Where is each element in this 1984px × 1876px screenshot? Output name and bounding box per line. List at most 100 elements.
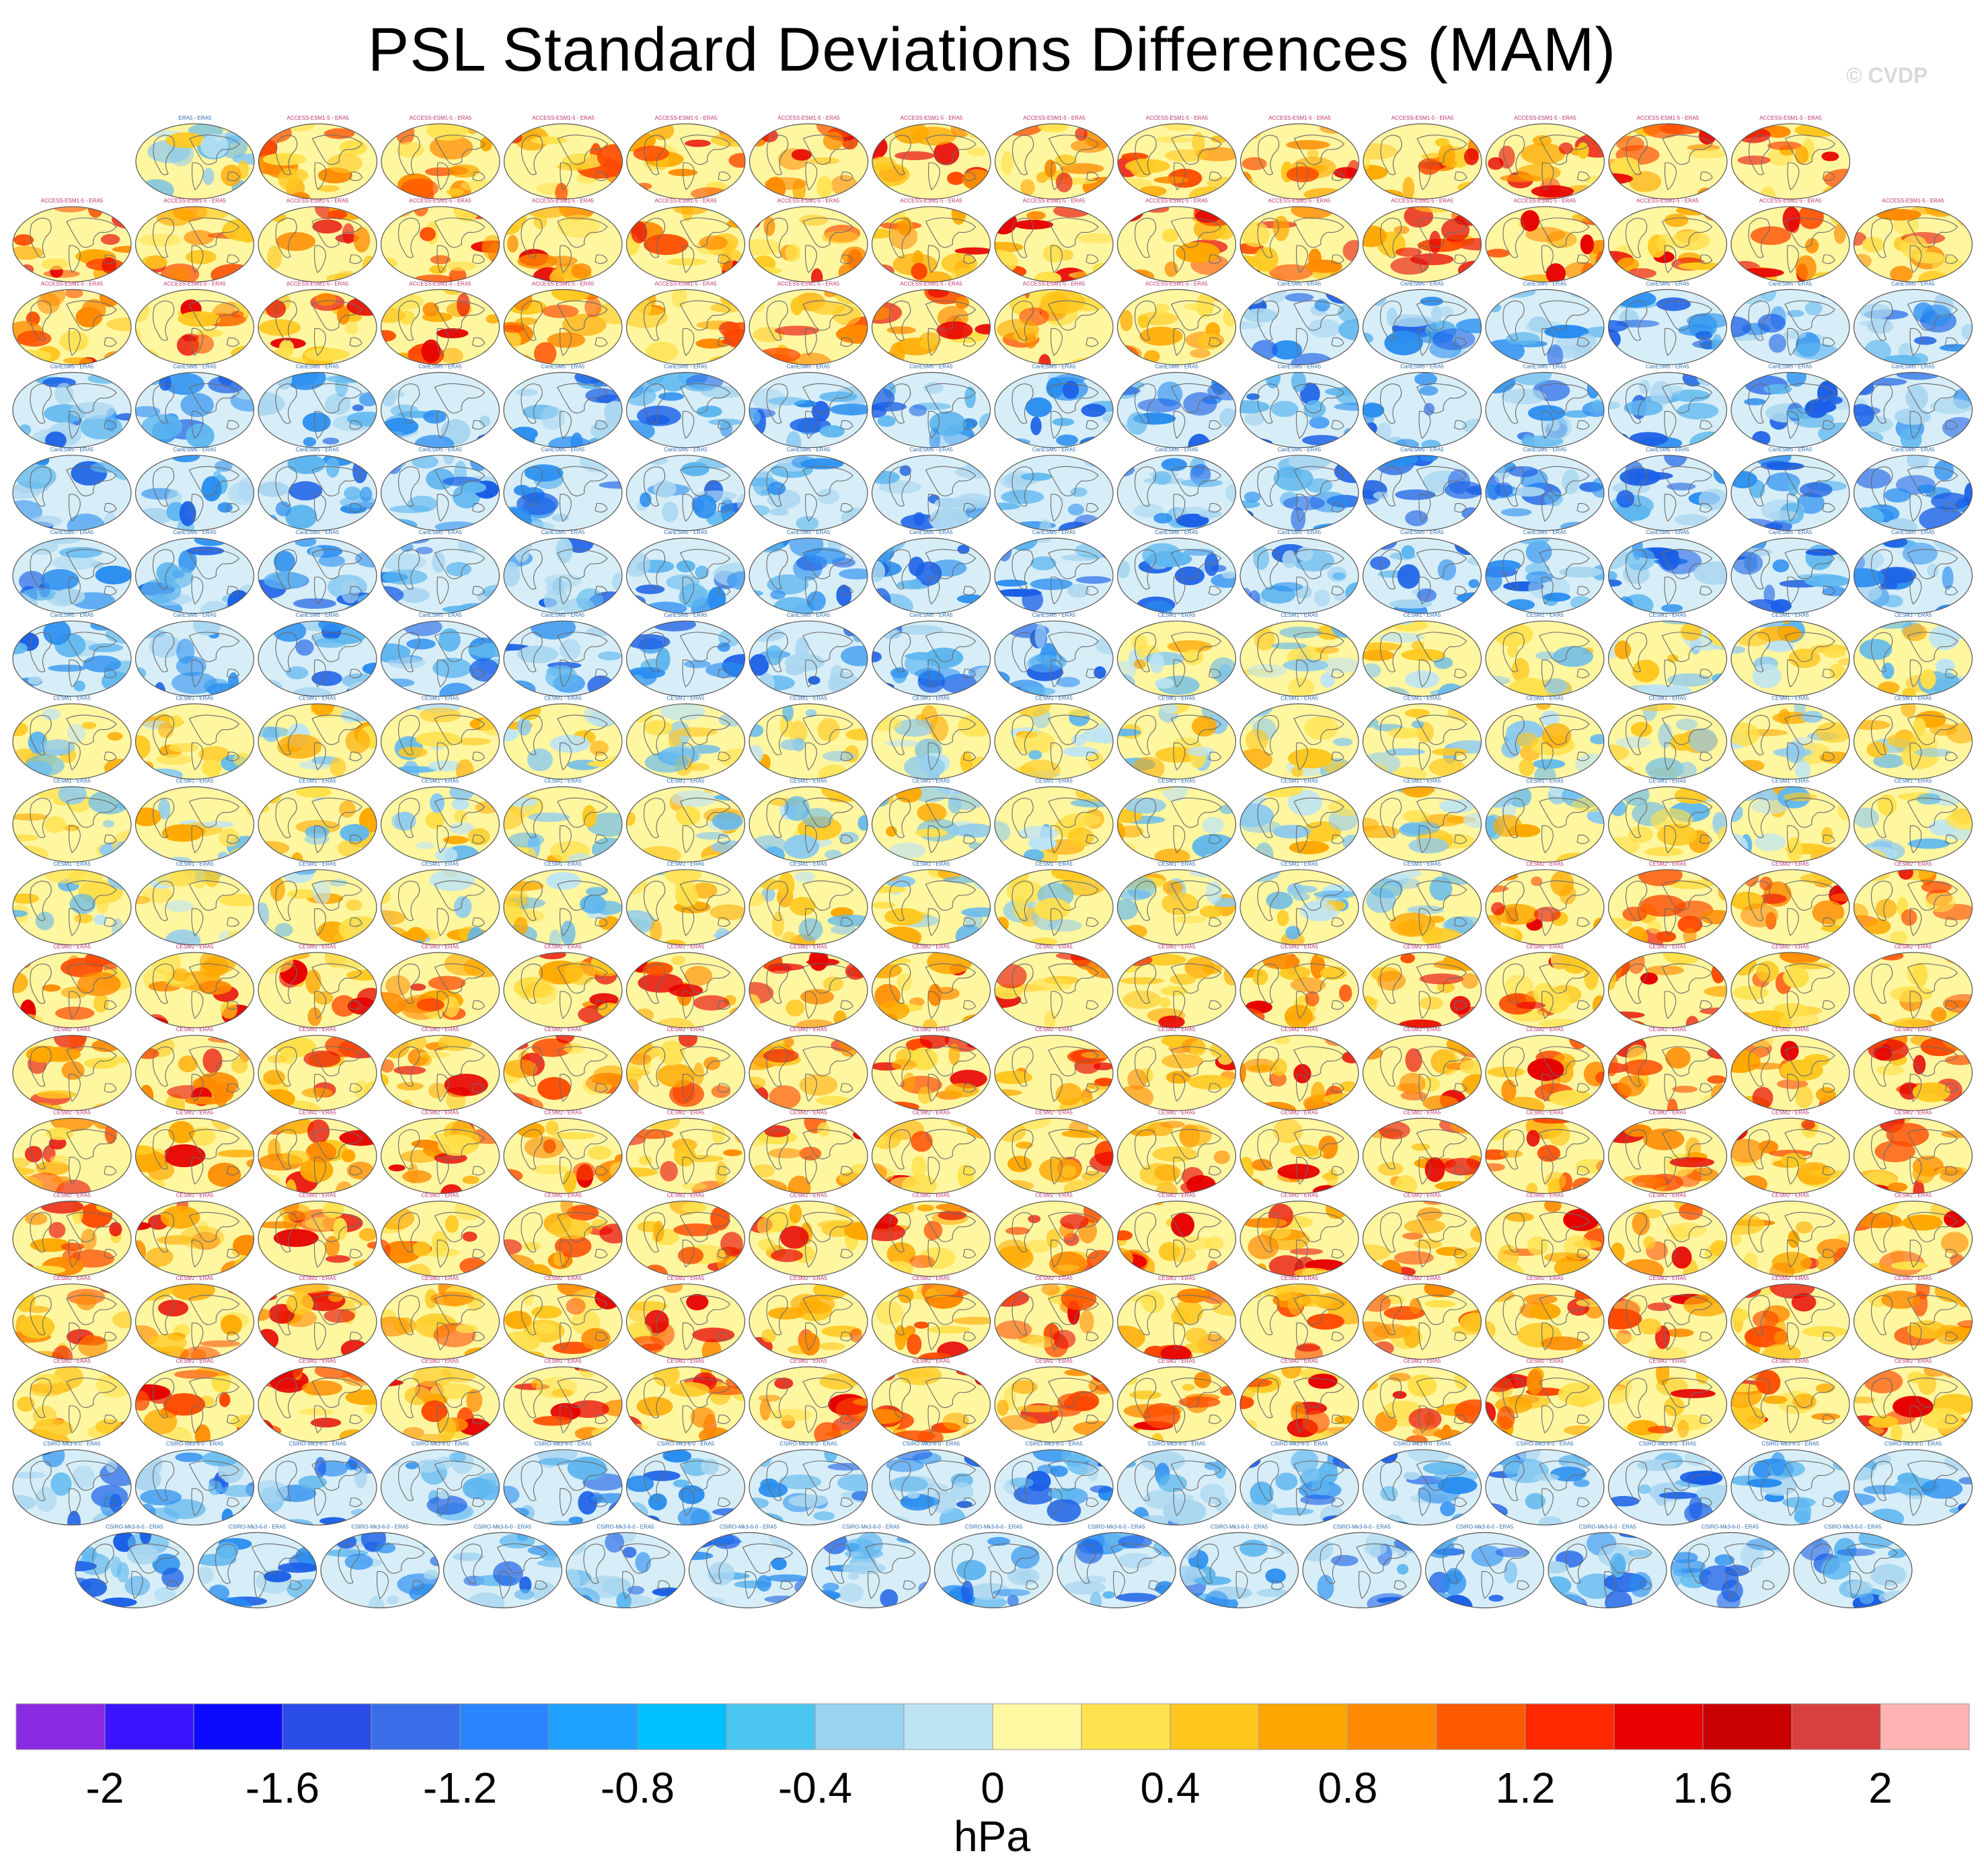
panel-caption: CanESM5 - ERA5 [1769, 447, 1813, 453]
map-panel: CESM2 - ERA5 [625, 1026, 746, 1111]
colorbar-swatch [1081, 1703, 1171, 1750]
map-panel: CanESM5 - ERA5 [135, 364, 255, 449]
panel-caption: CESM2 - ERA5 [176, 1026, 214, 1033]
map-panel: CESM2 - ERA5 [749, 944, 868, 1028]
panel-caption: CESM2 - ERA5 [422, 1109, 459, 1115]
panel-caption: ACCESS-ESM1-5 - ERA5 [1636, 198, 1699, 204]
map-panel: CanESM5 - ERA5 [1730, 280, 1850, 365]
map-panel: CanESM5 - ERA5 [1239, 280, 1359, 365]
map-panel: CESM2 - ERA5 [749, 1109, 868, 1195]
map-panel: CESM2 - ERA5 [258, 1275, 377, 1360]
panel-caption: CSIRO-Mk3-6-0 - ERA5 [1088, 1524, 1145, 1530]
map-panel: CESM2 - ERA5 [1730, 1358, 1850, 1443]
panel-caption: CSIRO-Mk3-6-0 - ERA5 [1333, 1524, 1391, 1530]
panel-caption: CSIRO-Mk3-6-0 - ERA5 [1761, 1441, 1819, 1447]
panel-caption: CESM1 - ERA5 [1404, 612, 1441, 618]
map-panel: ACCESS-ESM1-5 - ERA5 [1485, 198, 1605, 283]
panel-caption: CESM2 - ERA5 [1281, 1193, 1318, 1199]
panel-caption: CESM2 - ERA5 [1771, 944, 1809, 950]
colorbar-swatch [814, 1703, 905, 1750]
colorbar-swatch [459, 1703, 549, 1750]
panel-caption: CESM2 - ERA5 [1771, 1026, 1809, 1033]
map-panel: CESM1 - ERA5 [258, 861, 377, 946]
panel-caption: ACCESS-ESM1-5 - ERA5 [777, 115, 840, 121]
panel-caption: CanESM5 - ERA5 [541, 529, 585, 535]
colorbar-swatch [282, 1703, 372, 1750]
map-panel: CanESM5 - ERA5 [135, 529, 255, 614]
map-panel: CESM1 - ERA5 [871, 778, 991, 863]
map-panel: CSIRO-Mk3-6-0 - ERA5 [749, 1441, 868, 1526]
map-panel: CESM2 - ERA5 [871, 1193, 991, 1277]
map-panel: CESM1 - ERA5 [380, 778, 500, 863]
panel-caption: CESM2 - ERA5 [1158, 1109, 1196, 1115]
map-panel: CSIRO-Mk3-6-0 - ERA5 [625, 1441, 746, 1526]
colorbar-swatch [548, 1703, 638, 1750]
panel-caption: CESM2 - ERA5 [1771, 1358, 1809, 1364]
colorbar-swatch [1258, 1703, 1348, 1750]
map-panel: CSIRO-Mk3-6-0 - ERA5 [1730, 1441, 1850, 1526]
panel-caption: CESM2 - ERA5 [544, 1358, 582, 1364]
panel-caption: ACCESS-ESM1-5 - ERA5 [163, 198, 226, 204]
map-panel: CSIRO-Mk3-6-0 - ERA5 [1116, 1441, 1237, 1526]
colorbar-swatch [1170, 1703, 1260, 1750]
panel-caption: CESM2 - ERA5 [1404, 1193, 1441, 1199]
map-panel: CESM2 - ERA5 [1607, 1026, 1728, 1111]
map-panel: CESM2 - ERA5 [871, 1026, 991, 1111]
map-panel: ACCESS-ESM1-5 - ERA5 [626, 115, 746, 200]
map-panel: CESM1 - ERA5 [12, 778, 132, 863]
map-panel: ACCESS-ESM1-5 - ERA5 [380, 198, 500, 283]
panel-caption: CESM2 - ERA5 [667, 944, 705, 950]
panel-caption: CESM2 - ERA5 [53, 944, 91, 950]
map-panel: ACCESS-ESM1-5 - ERA5 [258, 198, 377, 283]
panel-caption: CESM2 - ERA5 [1649, 1109, 1687, 1115]
map-panel: CESM1 - ERA5 [380, 861, 500, 946]
map-panel: CanESM5 - ERA5 [871, 364, 991, 449]
panel-caption: CESM1 - ERA5 [1035, 695, 1073, 701]
panel-caption: CESM1 - ERA5 [1281, 861, 1318, 867]
panel-caption: ACCESS-ESM1-5 - ERA5 [41, 198, 104, 204]
map-panel: CESM2 - ERA5 [135, 1109, 255, 1195]
panel-caption: ACCESS-ESM1-5 - ERA5 [410, 115, 472, 121]
map-panel: CESM2 - ERA5 [258, 1193, 377, 1277]
map-panel: CanESM5 - ERA5 [994, 612, 1114, 697]
map-panel: CanESM5 - ERA5 [1239, 529, 1359, 614]
map-panel: CESM1 - ERA5 [1607, 695, 1728, 780]
panel-caption: CESM1 - ERA5 [544, 778, 582, 784]
panel-caption: CESM2 - ERA5 [176, 1193, 214, 1199]
map-panel: CESM2 - ERA5 [994, 1026, 1114, 1111]
map-panel: CESM2 - ERA5 [1853, 1109, 1973, 1195]
map-panel: CESM2 - ERA5 [1730, 861, 1850, 946]
panel-caption: CanESM5 - ERA5 [664, 447, 708, 453]
colorbar-tick-label: -1.6 [245, 1764, 319, 1812]
map-panel: CanESM5 - ERA5 [1730, 529, 1850, 614]
panel-caption: CESM1 - ERA5 [1895, 612, 1932, 618]
panel-caption: CanESM5 - ERA5 [50, 364, 94, 370]
map-panel: ACCESS-ESM1-5 - ERA5 [381, 115, 500, 200]
panel-caption: CESM2 - ERA5 [53, 1193, 91, 1199]
panel-caption: CESM2 - ERA5 [1895, 1275, 1932, 1281]
map-panel: CESM2 - ERA5 [1485, 1358, 1605, 1443]
map-panel: CESM2 - ERA5 [503, 1358, 623, 1443]
map-panel: CESM2 - ERA5 [12, 1109, 132, 1195]
panel-caption: CESM2 - ERA5 [53, 1026, 91, 1033]
panel-caption: CESM2 - ERA5 [913, 1358, 950, 1364]
panel-caption: CESM1 - ERA5 [1158, 612, 1196, 618]
panel-caption: CSIRO-Mk3-6-0 - ERA5 [106, 1524, 163, 1530]
panel-caption: CESM2 - ERA5 [1895, 1026, 1932, 1033]
map-panel: CESM2 - ERA5 [1853, 1358, 1973, 1443]
panel-caption: CanESM5 - ERA5 [1400, 529, 1444, 535]
panel-caption: CESM1 - ERA5 [1649, 778, 1687, 784]
panel-caption: CESM2 - ERA5 [667, 1026, 705, 1033]
panel-caption: CSIRO-Mk3-6-0 - ERA5 [1884, 1441, 1942, 1447]
map-panel: CESM2 - ERA5 [1607, 1193, 1728, 1277]
map-panel: ACCESS-ESM1-5 - ERA5 [12, 280, 132, 365]
panel-caption: CESM1 - ERA5 [913, 695, 950, 701]
panel-caption: CESM2 - ERA5 [913, 1026, 950, 1033]
panel-caption: CanESM5 - ERA5 [296, 447, 340, 453]
panel-caption: CanESM5 - ERA5 [1891, 280, 1935, 287]
map-panel: CESM2 - ERA5 [1730, 1193, 1850, 1277]
map-panel: CESM1 - ERA5 [749, 778, 868, 863]
map-panel: CESM2 - ERA5 [258, 1026, 377, 1111]
map-panel: ACCESS-ESM1-5 - ERA5 [503, 280, 623, 365]
map-panel: CSIRO-Mk3-6-0 - ERA5 [1362, 1441, 1482, 1526]
